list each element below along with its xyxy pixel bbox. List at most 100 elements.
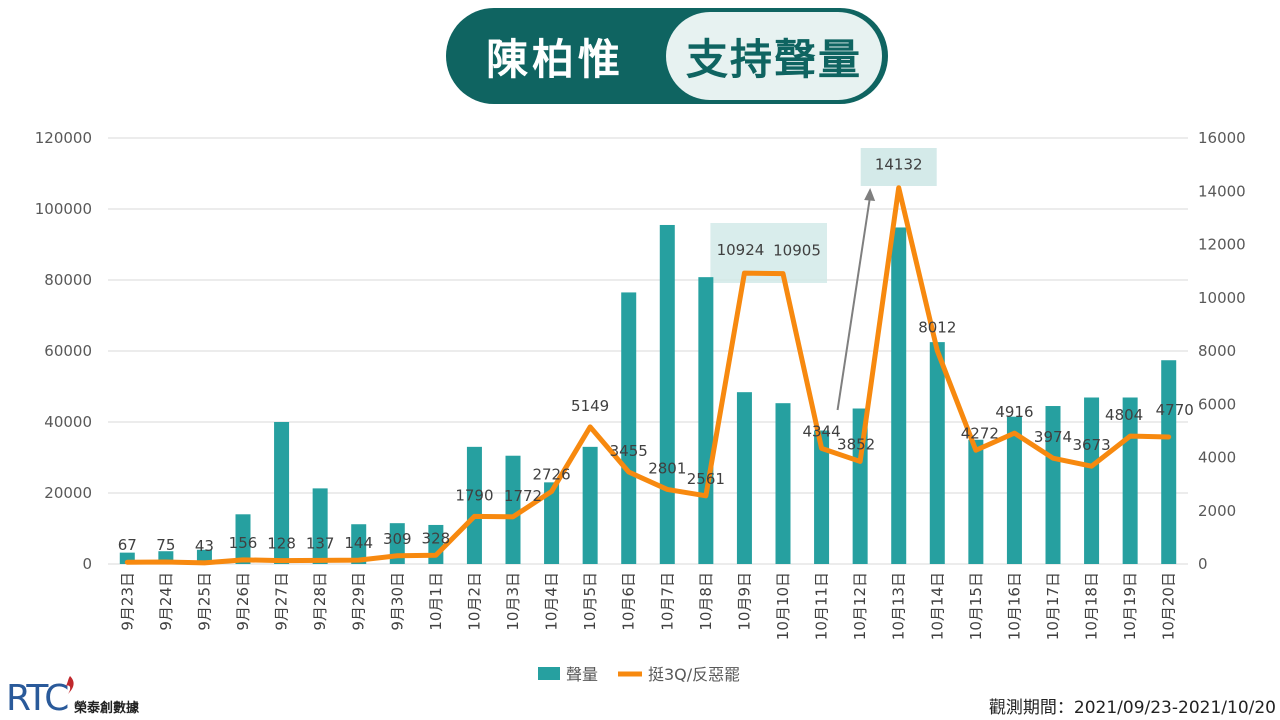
line-data-label: 1790 [455,486,493,504]
y-right-tick-label: 4000 [1198,449,1236,467]
x-tick-label: 10月6日 [620,572,638,631]
y-left-tick-label: 80000 [44,271,92,289]
line-data-label: 3852 [837,435,875,453]
x-tick-label: 10月4日 [543,572,561,631]
bar [505,455,521,564]
y-right-tick-label: 2000 [1198,502,1236,520]
metric-title: 支持聲量 [666,12,882,100]
x-tick-label: 9月27日 [273,572,291,631]
observation-period: 觀測期間：2021/09/23-2021/10/20 [988,698,1276,718]
bar [1084,397,1100,564]
x-tick-label: 10月7日 [658,572,676,631]
x-tick-label: 10月10日 [774,572,792,640]
line-data-label: 156 [229,534,258,552]
title-banner: 陳柏惟 支持聲量 [446,8,888,104]
legend-bar-label: 聲量 [566,665,598,684]
line-data-label: 309 [383,530,412,548]
line-data-label: 43 [195,537,214,555]
line-data-label: 5149 [571,397,609,415]
bar [929,342,945,564]
legend-line-label: 挺3Q/反惡罷 [648,665,740,684]
bar [775,403,791,564]
line-data-label: 3974 [1034,428,1072,446]
bar [814,430,830,564]
x-tick-label: 10月9日 [735,572,753,631]
line-data-label: 137 [306,534,335,552]
logo-text: RTC [6,678,69,719]
line-data-label: 144 [344,534,373,552]
y-right-tick-label: 16000 [1198,129,1246,147]
bar [1006,416,1022,564]
line-data-label: 3455 [610,442,648,460]
y-left-tick-label: 60000 [44,342,92,360]
y-left-tick-label: 100000 [35,200,92,218]
bar [1045,406,1061,564]
y-right-tick-label: 12000 [1198,236,1246,254]
line-data-label: 4344 [802,422,840,440]
x-tick-label: 10月17日 [1044,572,1062,640]
x-tick-label: 10月16日 [1005,572,1023,640]
line-data-label: 328 [422,529,451,547]
x-tick-label: 10月14日 [928,572,946,640]
x-tick-label: 10月18日 [1083,572,1101,640]
x-tick-label: 10月2日 [465,572,483,631]
bar [1161,360,1177,564]
x-tick-label: 9月26日 [234,572,252,631]
line-data-label: 2801 [648,459,686,477]
bar [544,482,560,564]
x-tick-label: 9月25日 [195,572,213,631]
bar [621,292,637,564]
y-left-tick-label: 120000 [35,129,92,147]
y-left-tick-label: 0 [82,555,92,573]
x-tick-label: 10月15日 [967,572,985,640]
legend-bar-swatch [538,667,560,680]
x-tick-label: 10月5日 [581,572,599,631]
line-data-label: 2726 [532,465,570,483]
annotation-arrow [836,195,872,411]
bar [235,514,251,564]
y-right-tick-label: 8000 [1198,342,1236,360]
bar [351,524,367,564]
line-data-label: 1772 [504,487,542,505]
line-data-label: 14132 [875,156,923,174]
line-data-label: 75 [156,536,175,554]
line-data-label: 4804 [1105,406,1143,424]
bar [582,446,598,564]
x-tick-label: 10月12日 [851,572,869,640]
line-data-label: 10905 [773,242,821,260]
logo-subtitle: 榮泰創數據 [74,701,140,716]
y-left-tick-label: 20000 [44,484,92,502]
line-data-label: 67 [118,536,137,554]
x-tick-label: 10月19日 [1121,572,1139,640]
bar [736,392,752,564]
bar [119,552,135,564]
x-tick-label: 10月8日 [697,572,715,631]
bar [698,277,714,564]
x-tick-label: 10月3日 [504,572,522,631]
x-tick-label: 9月30日 [388,572,406,631]
x-tick-label: 9月23日 [118,572,136,631]
line-data-label: 3673 [1072,436,1110,454]
x-tick-label: 10月20日 [1160,572,1178,640]
bar [968,439,984,564]
line-data-label: 128 [267,535,296,553]
bar [891,227,907,564]
x-tick-label: 10月11日 [813,572,831,640]
line-data-label: 8012 [918,319,956,337]
line-data-label: 10924 [717,241,765,259]
flame-logo-icon [66,676,74,694]
bar [466,446,482,564]
x-tick-label: 10月1日 [427,572,445,631]
y-right-tick-label: 0 [1198,555,1208,573]
y-right-tick-label: 14000 [1198,182,1246,200]
logo: RTC [6,678,69,719]
bar [274,422,290,564]
line-data-label: 4770 [1156,401,1194,419]
line-data-label: 2561 [687,470,725,488]
y-right-tick-label: 6000 [1198,395,1236,413]
y-right-tick-label: 10000 [1198,289,1246,307]
highlight-box [860,148,937,186]
bar [312,488,328,564]
x-tick-label: 10月13日 [890,572,908,640]
